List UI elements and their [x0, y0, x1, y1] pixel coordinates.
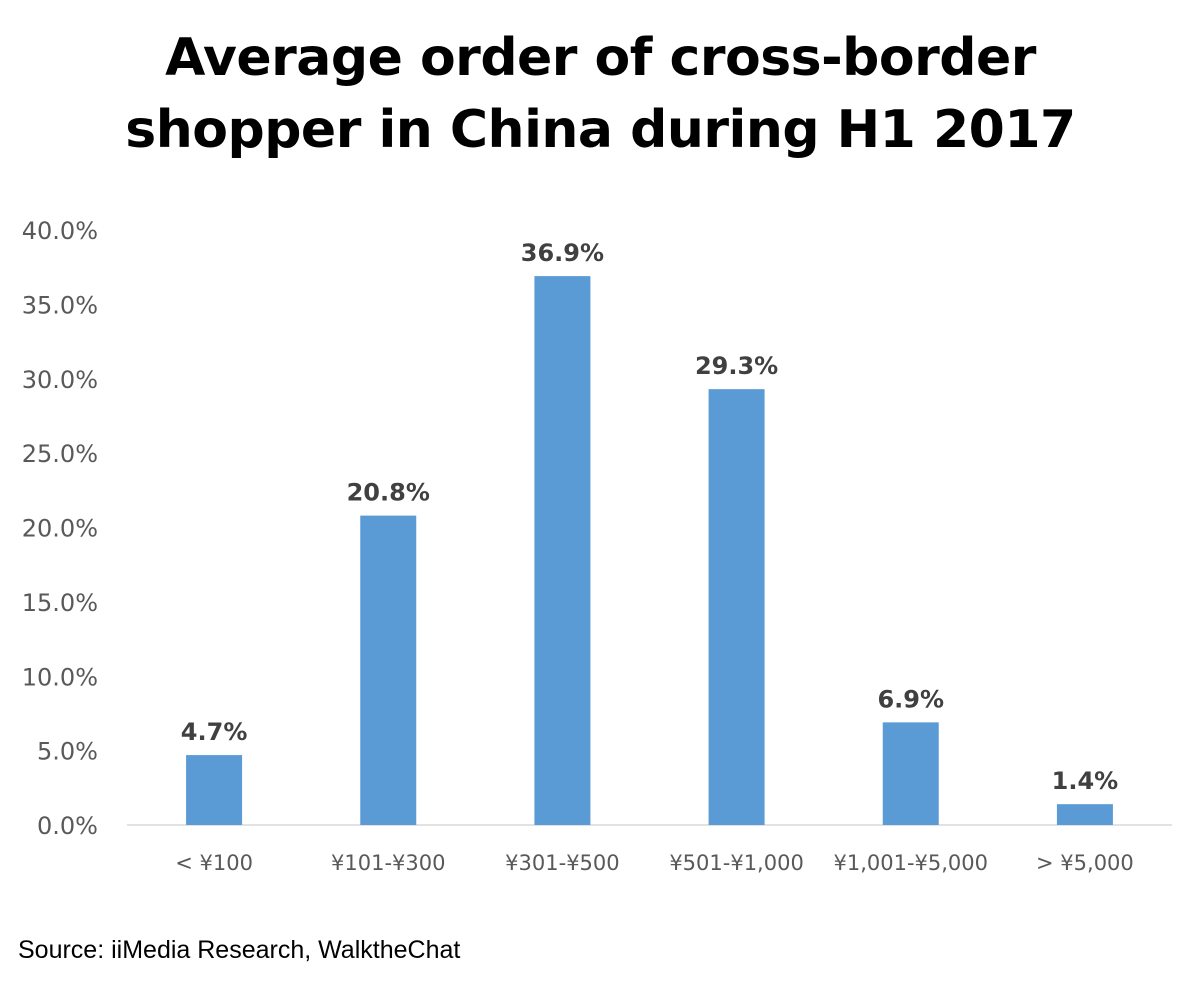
chart-title-line-2: shopper in China during H1 2017: [125, 100, 1076, 160]
bars: [186, 276, 1113, 825]
y-tick-label: 40.0%: [22, 217, 98, 245]
x-category-label: ¥501-¥1,000: [669, 851, 804, 875]
y-tick-label: 5.0%: [37, 738, 98, 766]
x-category-label: > ¥5,000: [1036, 851, 1134, 875]
bar-data-label: 6.9%: [877, 685, 944, 713]
bar: [708, 389, 765, 825]
x-category-label: ¥301-¥500: [505, 851, 619, 875]
bar-data-label: 4.7%: [181, 718, 248, 746]
x-axis-category-labels: < ¥100 ¥101-¥300 ¥301-¥500 ¥501-¥1,000 ¥1,00…: [175, 851, 1134, 875]
bar-data-label: 29.3%: [695, 352, 778, 380]
bar-data-label: 36.9%: [521, 239, 604, 267]
y-axis-tick-labels: 0.0% 5.0% 10.0% 15.0% 20.0% 25.0% 30.0% 35.0% 40…: [22, 217, 98, 840]
y-tick-label: 25.0%: [22, 440, 98, 468]
bar: [882, 722, 939, 825]
y-tick-label: 15.0%: [22, 589, 98, 617]
y-tick-label: 35.0%: [22, 291, 98, 319]
data-labels: 4.7% 20.8% 36.9% 29.3% 6.9% 1.4%: [181, 239, 1118, 795]
bar: [360, 515, 417, 825]
chart-title: Average order of cross-border shopper in…: [0, 22, 1201, 166]
y-tick-label: 10.0%: [22, 663, 98, 691]
chart-title-line-1: Average order of cross-border: [165, 28, 1036, 88]
x-category-label: ¥1,001-¥5,000: [833, 851, 988, 875]
source-note: Source: iiMedia Research, WalktheChat: [18, 936, 461, 964]
bar: [1056, 804, 1113, 825]
bar: [534, 276, 591, 825]
bar: [186, 755, 243, 825]
bar-data-label: 1.4%: [1052, 767, 1119, 795]
y-tick-label: 20.0%: [22, 515, 98, 543]
bar-data-label: 20.8%: [347, 479, 430, 507]
x-category-label: < ¥100: [175, 851, 253, 875]
y-tick-label: 0.0%: [37, 812, 98, 840]
x-category-label: ¥101-¥300: [331, 851, 445, 875]
y-tick-label: 30.0%: [22, 366, 98, 394]
